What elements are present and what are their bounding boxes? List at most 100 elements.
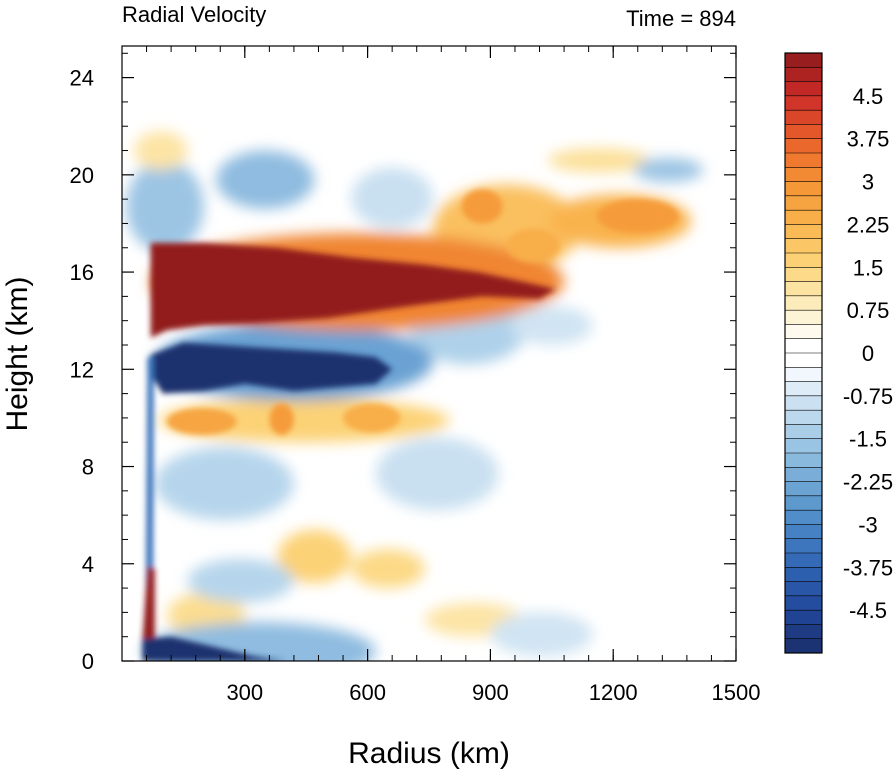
chart-title-left: Radial Velocity: [122, 2, 266, 27]
y-axis-ticks: 0 4 8 12 16 20 24: [70, 52, 736, 674]
weak-outflow-patch: [351, 549, 425, 589]
colorbar-bin: [785, 95, 822, 111]
colorbar-bin: [785, 453, 822, 468]
colorbar-bin: [785, 610, 822, 625]
colorbar-bin: [785, 181, 822, 196]
colorbar-bin: [785, 281, 822, 296]
plot-frame: [121, 45, 737, 662]
colorbar-bin: [785, 338, 822, 353]
colorbar-label: 2.25: [847, 212, 890, 237]
colorbar-bin: [785, 110, 822, 125]
colorbar-bin: [785, 224, 822, 239]
x-tick-label: 600: [349, 680, 386, 705]
boundary-inflow-core: [142, 636, 286, 661]
mid-outflow-layer: [343, 403, 401, 433]
weak-inflow-patch: [490, 612, 593, 657]
weak-inflow-patch: [510, 306, 593, 345]
colorbar-bin: [785, 638, 822, 653]
upper-outflow-core: [596, 199, 679, 234]
mid-outflow-layer: [167, 408, 237, 435]
y-tick-label: 0: [82, 649, 94, 674]
colorbar-bin: [785, 353, 822, 368]
colorbar-bin: [785, 567, 822, 582]
colorbar-bin: [785, 210, 822, 225]
colorbar-label: 4.5: [853, 84, 884, 109]
colorbar-bin: [785, 381, 822, 396]
colorbar-bin: [785, 53, 822, 68]
y-tick-label: 8: [82, 455, 94, 480]
colorbar-label: -1.5: [849, 427, 887, 452]
outflow-jet-core: [150, 242, 556, 338]
x-tick-label: 900: [472, 680, 509, 705]
weak-inflow-patch: [216, 150, 315, 209]
y-tick-label: 16: [70, 260, 94, 285]
colorbar: [784, 52, 823, 654]
colorbar-bin: [785, 538, 822, 553]
weak-inflow-patch: [375, 437, 499, 511]
colorbar-bin: [785, 395, 822, 411]
colorbar-label: -4.5: [849, 598, 887, 623]
weak-outflow-patch: [277, 529, 352, 584]
weak-outflow-patch: [134, 131, 188, 170]
colorbar-bin: [785, 367, 822, 382]
y-tick-label: 24: [70, 66, 94, 91]
colorbar-bin: [785, 424, 822, 439]
colorbar-bin: [785, 553, 822, 568]
colorbar-bin: [785, 524, 822, 539]
x-axis-ticks: 300 600 900 1200 1500: [146, 46, 760, 705]
colorbar-bin: [785, 495, 822, 511]
colorbar-bin: [785, 167, 822, 182]
weak-inflow-patch: [351, 167, 434, 229]
colorbar-bin: [785, 195, 822, 211]
upper-outflow-core: [506, 228, 560, 263]
weak-inflow-patch: [154, 447, 294, 521]
colorbar-bin: [785, 81, 822, 96]
colorbar-frame: [784, 52, 823, 654]
inflow-band-core: [150, 342, 393, 394]
weak-inflow-patch: [187, 558, 294, 603]
colorbar-label: 0.75: [847, 298, 890, 323]
x-axis-label: Radius (km): [348, 737, 510, 770]
eyewall-outflow-strip: [142, 566, 155, 642]
colorbar-bin: [785, 67, 822, 82]
upper-outflow-core: [461, 189, 503, 224]
colorbar-bin: [785, 153, 822, 168]
colorbar-label: 3: [862, 170, 874, 195]
colorbar-bin: [785, 295, 822, 311]
colorbar-bin: [785, 624, 822, 639]
colorbar-bin: [785, 510, 822, 525]
y-tick-label: 4: [82, 552, 94, 577]
colorbar-bin: [785, 238, 822, 253]
colorbar-bin: [785, 481, 822, 496]
colorbar-bin: [785, 324, 822, 339]
colorbar-label: 3.75: [847, 127, 890, 152]
chart-title-right: Time = 894: [626, 6, 736, 31]
colorbar-bin: [785, 595, 822, 611]
y-axis-label: Height (km): [1, 276, 34, 431]
velocity-field: [126, 131, 704, 661]
weak-outflow-patch: [547, 148, 651, 173]
colorbar-label: -3: [858, 512, 878, 537]
colorbar-bin: [785, 438, 822, 453]
colorbar-label: 0: [862, 341, 874, 366]
mid-outflow-layer: [269, 403, 294, 435]
colorbar-bin: [785, 267, 822, 282]
colorbar-label: -0.75: [843, 384, 893, 409]
colorbar-label: 1.5: [853, 255, 884, 280]
y-tick-label: 20: [70, 163, 94, 188]
colorbar-bin: [785, 410, 822, 425]
colorbar-bin: [785, 310, 822, 325]
weak-inflow-patch: [126, 160, 204, 253]
x-tick-label: 1200: [589, 680, 638, 705]
weak-inflow-patch: [633, 157, 704, 183]
colorbar-labels: 4.5 3.75 3 2.25 1.5 0.75 0 -0.75 -1.5 -2.25 -3 -3.7…: [843, 84, 893, 623]
colorbar-bin: [785, 467, 822, 482]
colorbar-label: -2.25: [843, 470, 893, 495]
colorbar-bin: [785, 124, 822, 139]
y-tick-label: 12: [70, 357, 94, 382]
colorbar-label: -3.75: [843, 555, 893, 580]
x-tick-label: 300: [226, 680, 263, 705]
colorbar-bin: [785, 581, 822, 596]
colorbar-bin: [785, 253, 822, 268]
